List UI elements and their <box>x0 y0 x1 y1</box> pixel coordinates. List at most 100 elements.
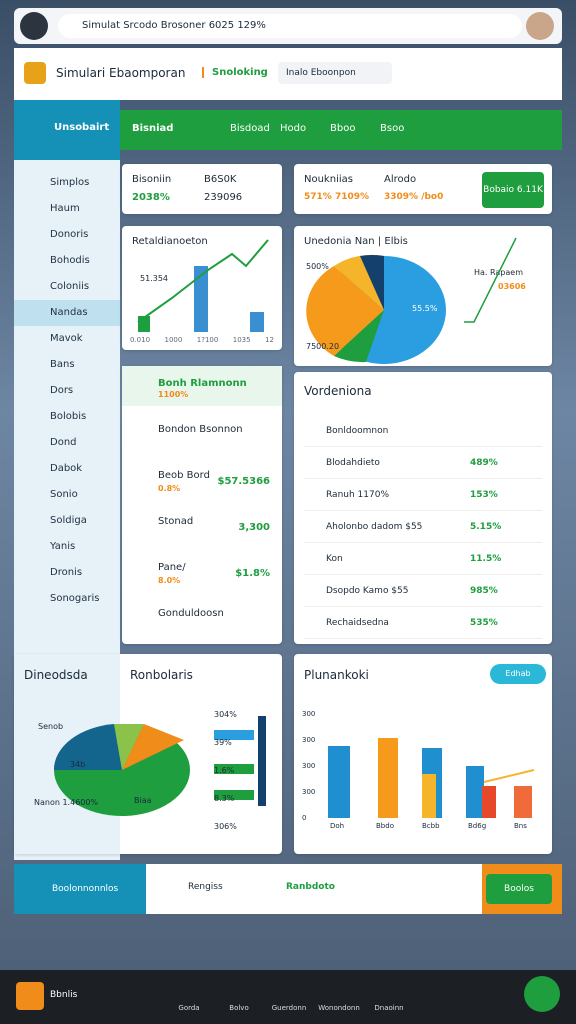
value: 3309% /bo0 <box>384 192 444 202</box>
list-header: Vordeniona <box>304 384 372 398</box>
sidebar-item[interactable]: Coloniis <box>50 281 90 292</box>
badge[interactable]: Edhab <box>490 664 546 684</box>
nav-tab[interactable]: Hodo <box>280 123 307 134</box>
card-subtitle: Ronbolaris <box>130 668 193 682</box>
row-name: Blodahdieto <box>326 458 380 468</box>
footer-tab[interactable]: Ranbdoto <box>286 882 335 892</box>
label: Alrodo <box>384 174 417 185</box>
bar-label: 8.3% <box>214 794 235 803</box>
axis-label: 12 <box>265 336 274 344</box>
axis-label: 300 <box>302 788 316 796</box>
row-value: 153% <box>470 490 498 500</box>
x-label: Bcbb <box>422 822 440 830</box>
row-value: 11.5% <box>470 554 502 564</box>
sidebar-item[interactable]: Bohodis <box>50 255 90 266</box>
taskbar-app: Wonondonn <box>318 1004 360 1012</box>
footer-bar: Boolonnonnlos Rengiss Ranbdoto Boolos <box>14 864 562 914</box>
slice-label: 55.5% <box>412 304 438 313</box>
app-header: Simulari Ebaomporan Snoloking Inalo Eboo… <box>14 48 562 100</box>
value: 239096 <box>204 192 243 203</box>
row-value: 489% <box>470 458 498 468</box>
pie-label: Senob <box>38 722 64 731</box>
address-bar[interactable]: Simulat Srcodo Brosoner 6025 129% <box>58 14 522 38</box>
list-row: Aholonbo dadom $55 5.15% <box>304 512 542 543</box>
nav-tab[interactable]: Bisniad <box>132 123 174 134</box>
x-label: Bd6g <box>468 822 487 830</box>
button[interactable]: Boolos <box>486 874 552 904</box>
line-chart-card: Retaldianoeton 51.354 0.010 1000 1?100 1035… <box>122 226 282 350</box>
row-name: Aholonbo dadom $55 <box>326 522 423 532</box>
row-sub: 0.8% <box>158 484 181 493</box>
row-name: Gonduldoosn <box>158 608 224 619</box>
footer-tab[interactable]: Rengiss <box>188 882 223 892</box>
value: 2038% <box>132 192 170 203</box>
sidebar-item[interactable]: Dabok <box>50 463 83 474</box>
row-sub: 8.0% <box>158 576 181 585</box>
donut-card: Dineodsda Ronbolaris Senob 34b Biaa Nanon 1… <box>14 654 282 854</box>
bar-label: 1.6% <box>214 766 235 775</box>
axis-label: 300 <box>302 762 316 770</box>
top-nav: Bisniad Bisdoad Hodo Bboo Bsoo <box>120 110 562 150</box>
row-value: $57.5366 <box>217 476 270 487</box>
card-title: Dineodsda <box>24 668 88 682</box>
sidebar-item[interactable]: Dors <box>50 385 74 396</box>
row-value: 535% <box>470 618 498 628</box>
list-header-value: 1100% <box>158 390 189 399</box>
list-row: Ranuh 1170% 153% <box>304 480 542 511</box>
pie-card: Unedonia Nan | Elbis 500% Ha. Rapaem 036… <box>294 226 552 366</box>
label: Noukniias <box>304 174 353 185</box>
sidebar-item[interactable]: Yanis <box>50 541 76 552</box>
list-row: Kon 11.5% <box>304 544 542 575</box>
row-value: 985% <box>470 586 498 596</box>
row-name: Stonad <box>158 516 194 527</box>
sidebar-item[interactable]: Bolobis <box>50 411 87 422</box>
label: 7500.20 <box>306 342 340 351</box>
list-header: Bonh Rlamnonn <box>158 378 247 389</box>
nav-tab[interactable]: Bisdoad <box>230 123 270 134</box>
nav-tab[interactable]: Bsoo <box>380 123 405 134</box>
taskbar-app: Gorda <box>178 1004 200 1012</box>
sidebar-item[interactable]: Haum <box>50 203 80 214</box>
start-label[interactable]: Bbnlis <box>50 990 78 1000</box>
pie-label: Biaa <box>134 796 152 805</box>
row-value: 3,300 <box>238 522 270 533</box>
label: B6S0K <box>204 174 237 185</box>
footer-tab[interactable]: Boolonnonnlos <box>14 864 146 914</box>
row-value: 5.15% <box>470 522 502 532</box>
row-name: Dsopdo Kamo $55 <box>326 586 409 596</box>
list-card: Bonh Rlamnonn 1100% Bondon Bsonnon Beob B… <box>122 366 282 644</box>
illustration <box>306 237 517 364</box>
nav-tab[interactable]: Bboo <box>330 123 356 134</box>
sidebar-item[interactable]: Sonio <box>50 489 78 500</box>
sidebar-item[interactable]: Dond <box>50 437 77 448</box>
sidebar-item[interactable]: Sonogaris <box>50 593 100 604</box>
brand-icon <box>24 62 46 84</box>
axis-label: 300 <box>302 710 316 718</box>
sidebar-item[interactable]: Dronis <box>50 567 83 578</box>
row-name: Rechaidsedna <box>326 618 389 628</box>
sidebar-item[interactable]: Soldiga <box>50 515 87 526</box>
chart-title: Unedonia Nan | Elbis <box>304 236 408 247</box>
taskbar-app: Dnaoinn <box>374 1004 404 1012</box>
sidebar-item[interactable]: Bans <box>50 359 75 370</box>
chart-title: Retaldianoeton <box>132 236 208 247</box>
sidebar-item[interactable]: Nandas <box>14 300 120 326</box>
row-name: Beob Bord <box>158 470 210 481</box>
list-row: Dsopdo Kamo $55 985% <box>304 576 542 607</box>
label: Bisoniin <box>132 174 172 185</box>
button[interactable]: Bobaio 6.11K <box>482 172 544 208</box>
axis-label: 0.010 <box>130 336 151 344</box>
pie-label: 34b <box>70 760 86 769</box>
tab[interactable]: Snoloking <box>202 67 268 78</box>
sidebar-item[interactable]: Mavok <box>50 333 83 344</box>
list-row: Blodahdieto 489% <box>304 448 542 479</box>
search[interactable]: Inalo Eboonpon <box>278 62 392 84</box>
browser-bar: Simulat Srcodo Brosoner 6025 129% <box>14 8 562 44</box>
pie-label: Nanon 1.4600% <box>34 798 99 807</box>
sidebar-item[interactable]: Simplos <box>50 177 90 188</box>
list-card: Vordeniona Bonldoomnon Blodahdieto 489% Ran… <box>294 372 552 644</box>
avatar[interactable] <box>526 12 554 40</box>
value: 571% 7109% <box>304 192 370 202</box>
chat-button[interactable] <box>524 976 560 1012</box>
sidebar-item[interactable]: Donoris <box>50 229 89 240</box>
